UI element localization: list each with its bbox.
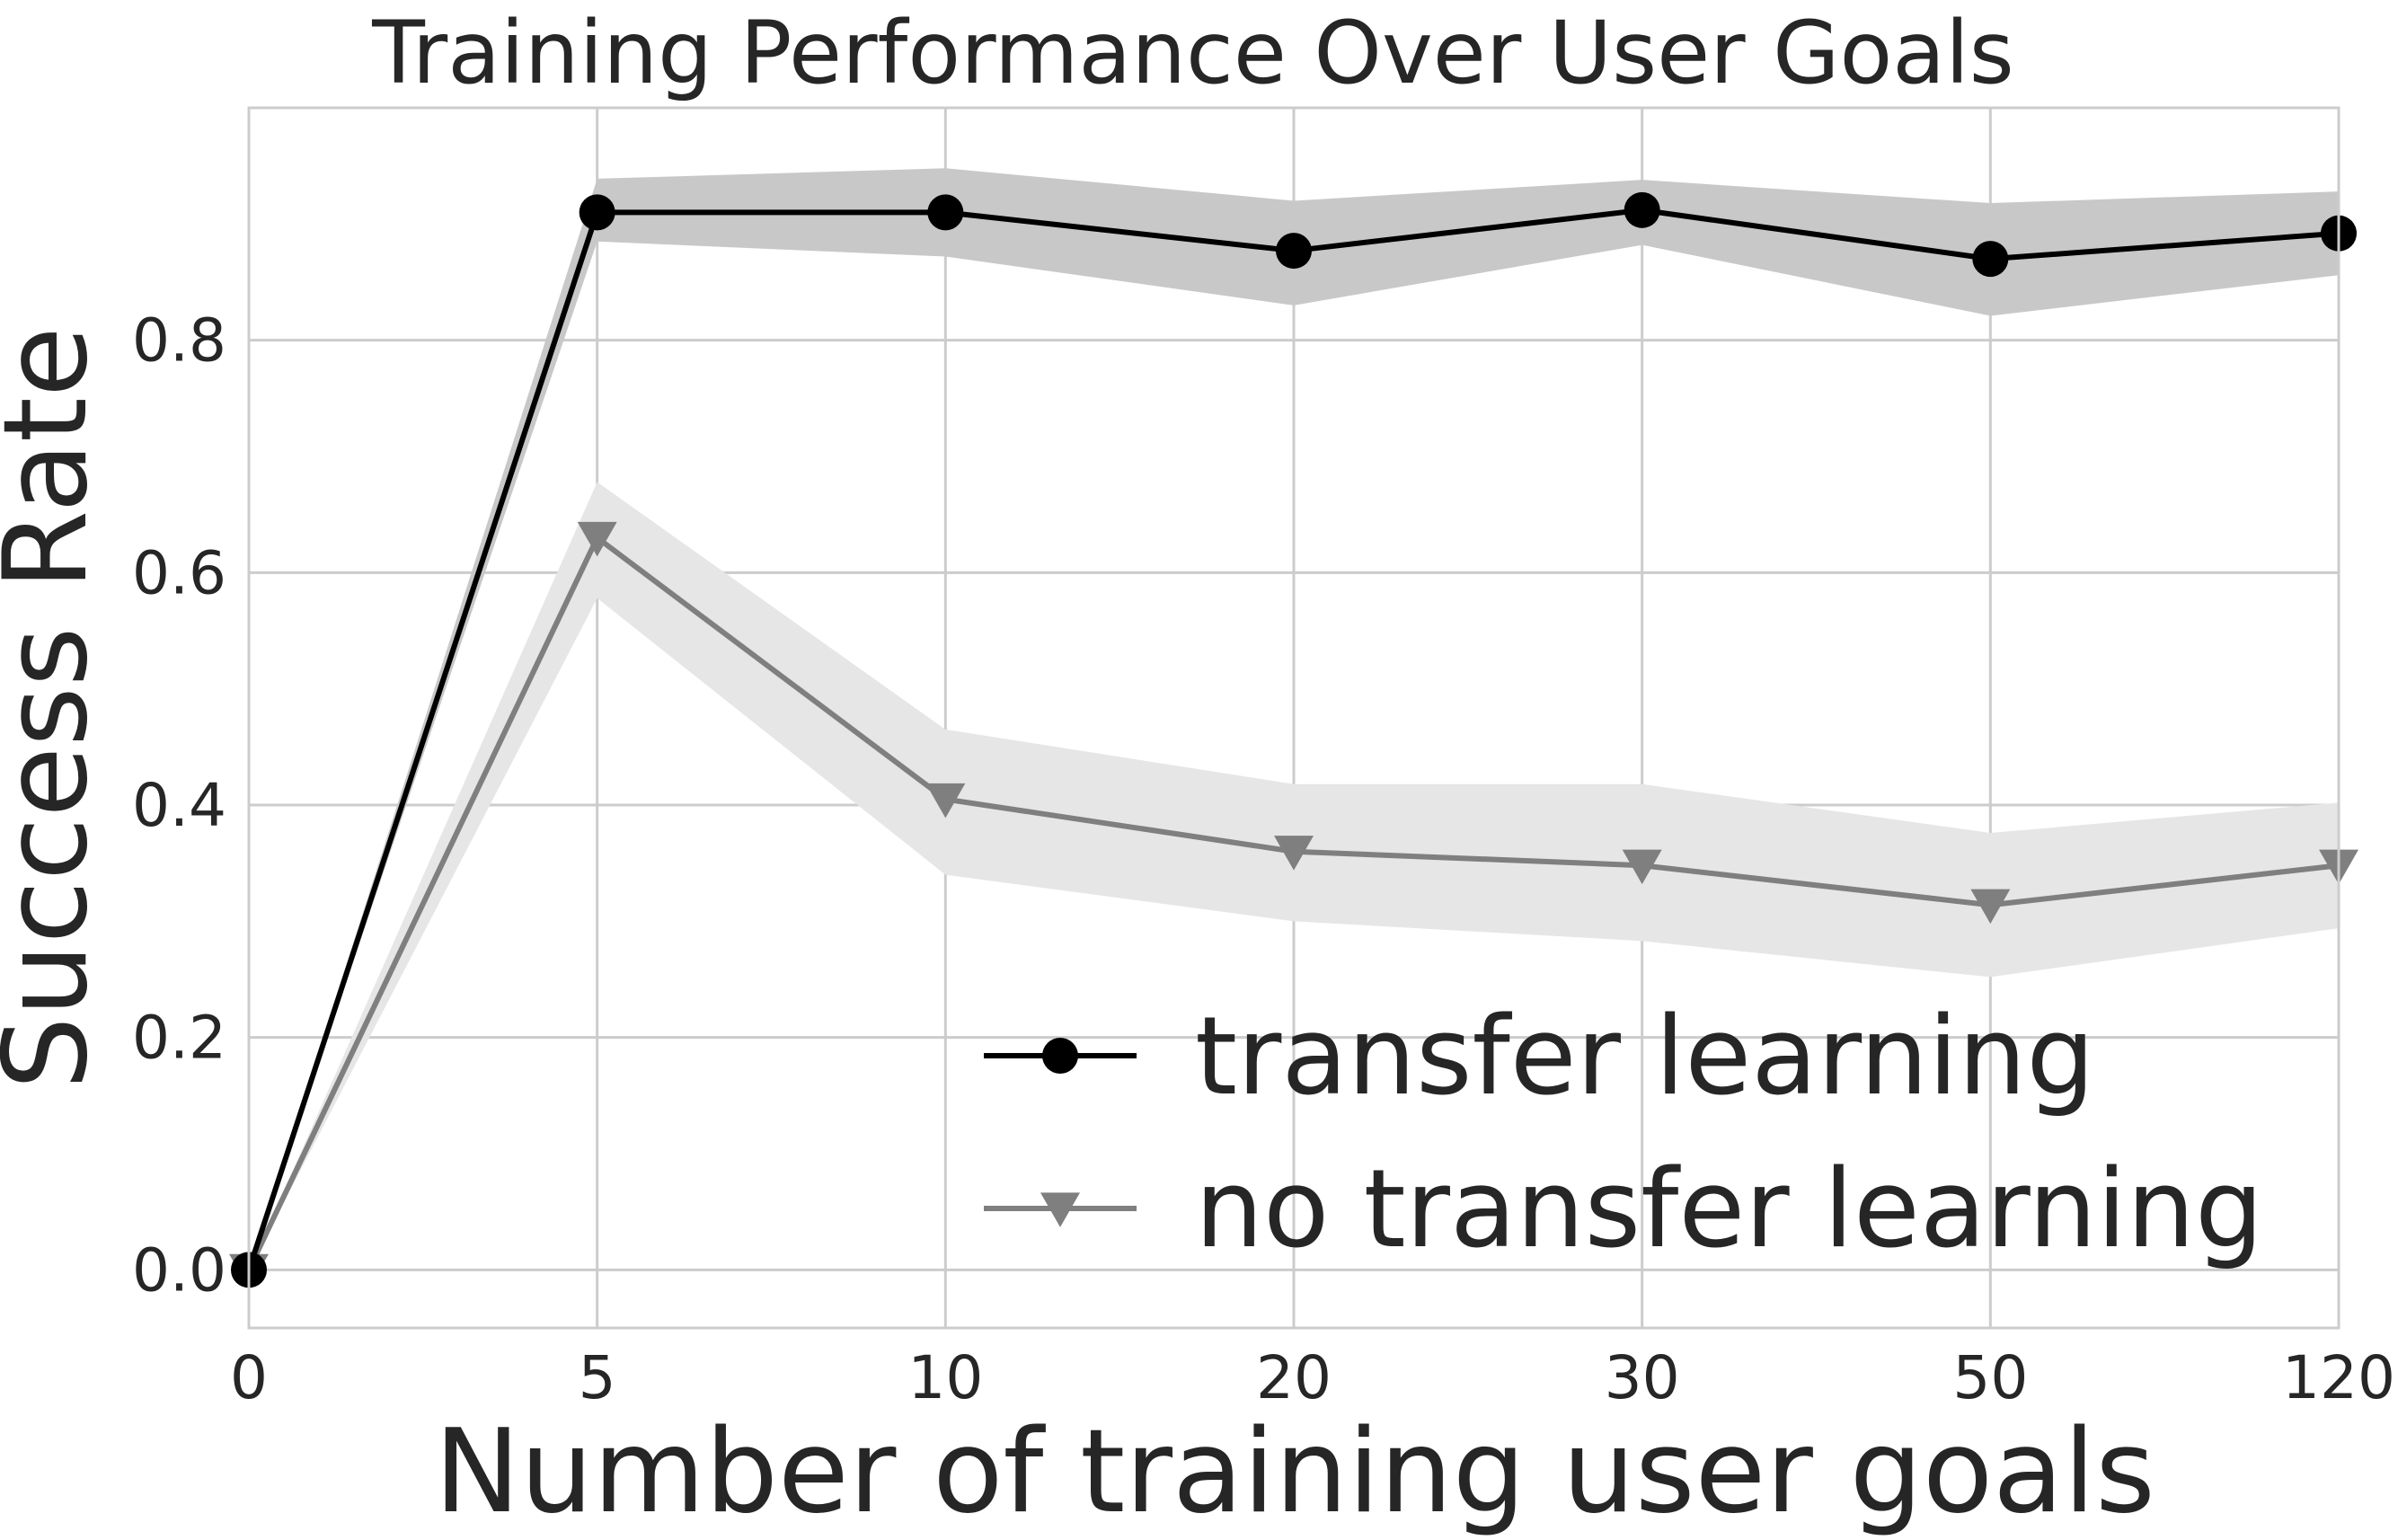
data-point-no-transfer [1970,889,2011,925]
x-tick-label: 5 [579,1343,616,1412]
data-point-transfer [1624,191,1660,228]
x-tick-label: 120 [2282,1343,2395,1412]
data-point-transfer [927,194,964,231]
x-tick-label: 50 [1952,1343,2028,1412]
x-tick-label: 0 [230,1343,268,1412]
confidence-band-transfer [249,168,2339,1270]
confidence-band-no-transfer [249,482,2339,1270]
x-tick-label: 10 [907,1343,983,1412]
legend-marker [1042,1038,1078,1074]
legend-marker [1040,1192,1080,1227]
legend-label: no transfer learning [1195,1147,2263,1272]
x-tick-labels: 0 5 10 20 30 50 120 [230,1343,2395,1412]
legend-label: transfer learning [1195,995,2095,1120]
data-point-no-transfer [1622,849,1662,885]
x-axis-label: Number of training user goals [434,1405,2155,1539]
data-point-transfer [1972,241,2009,278]
data-point-no-transfer [925,783,966,819]
y-tick-label: 0.8 [132,306,226,376]
y-tick-labels: 0.0 0.2 0.4 0.6 0.8 [132,306,226,1305]
chart-title: Training Performance Over User Goals [371,3,2014,103]
data-point-transfer [579,194,615,231]
y-tick-label: 0.2 [132,1004,226,1073]
data-point-no-transfer [577,521,617,557]
y-tick-label: 0.6 [132,538,226,607]
legend: transfer learning no transfer learning [984,995,2263,1272]
data-point-no-transfer [1274,836,1314,871]
confidence-bands [249,168,2339,1270]
y-tick-label: 0.0 [132,1235,226,1305]
y-axis-label: Success Rate [0,326,113,1089]
data-point-transfer [1276,233,1312,270]
x-tick-label: 30 [1605,1343,1680,1412]
plot-frame [247,106,2340,1330]
y-tick-label: 0.4 [132,771,226,840]
x-tick-label: 20 [1256,1343,1332,1412]
